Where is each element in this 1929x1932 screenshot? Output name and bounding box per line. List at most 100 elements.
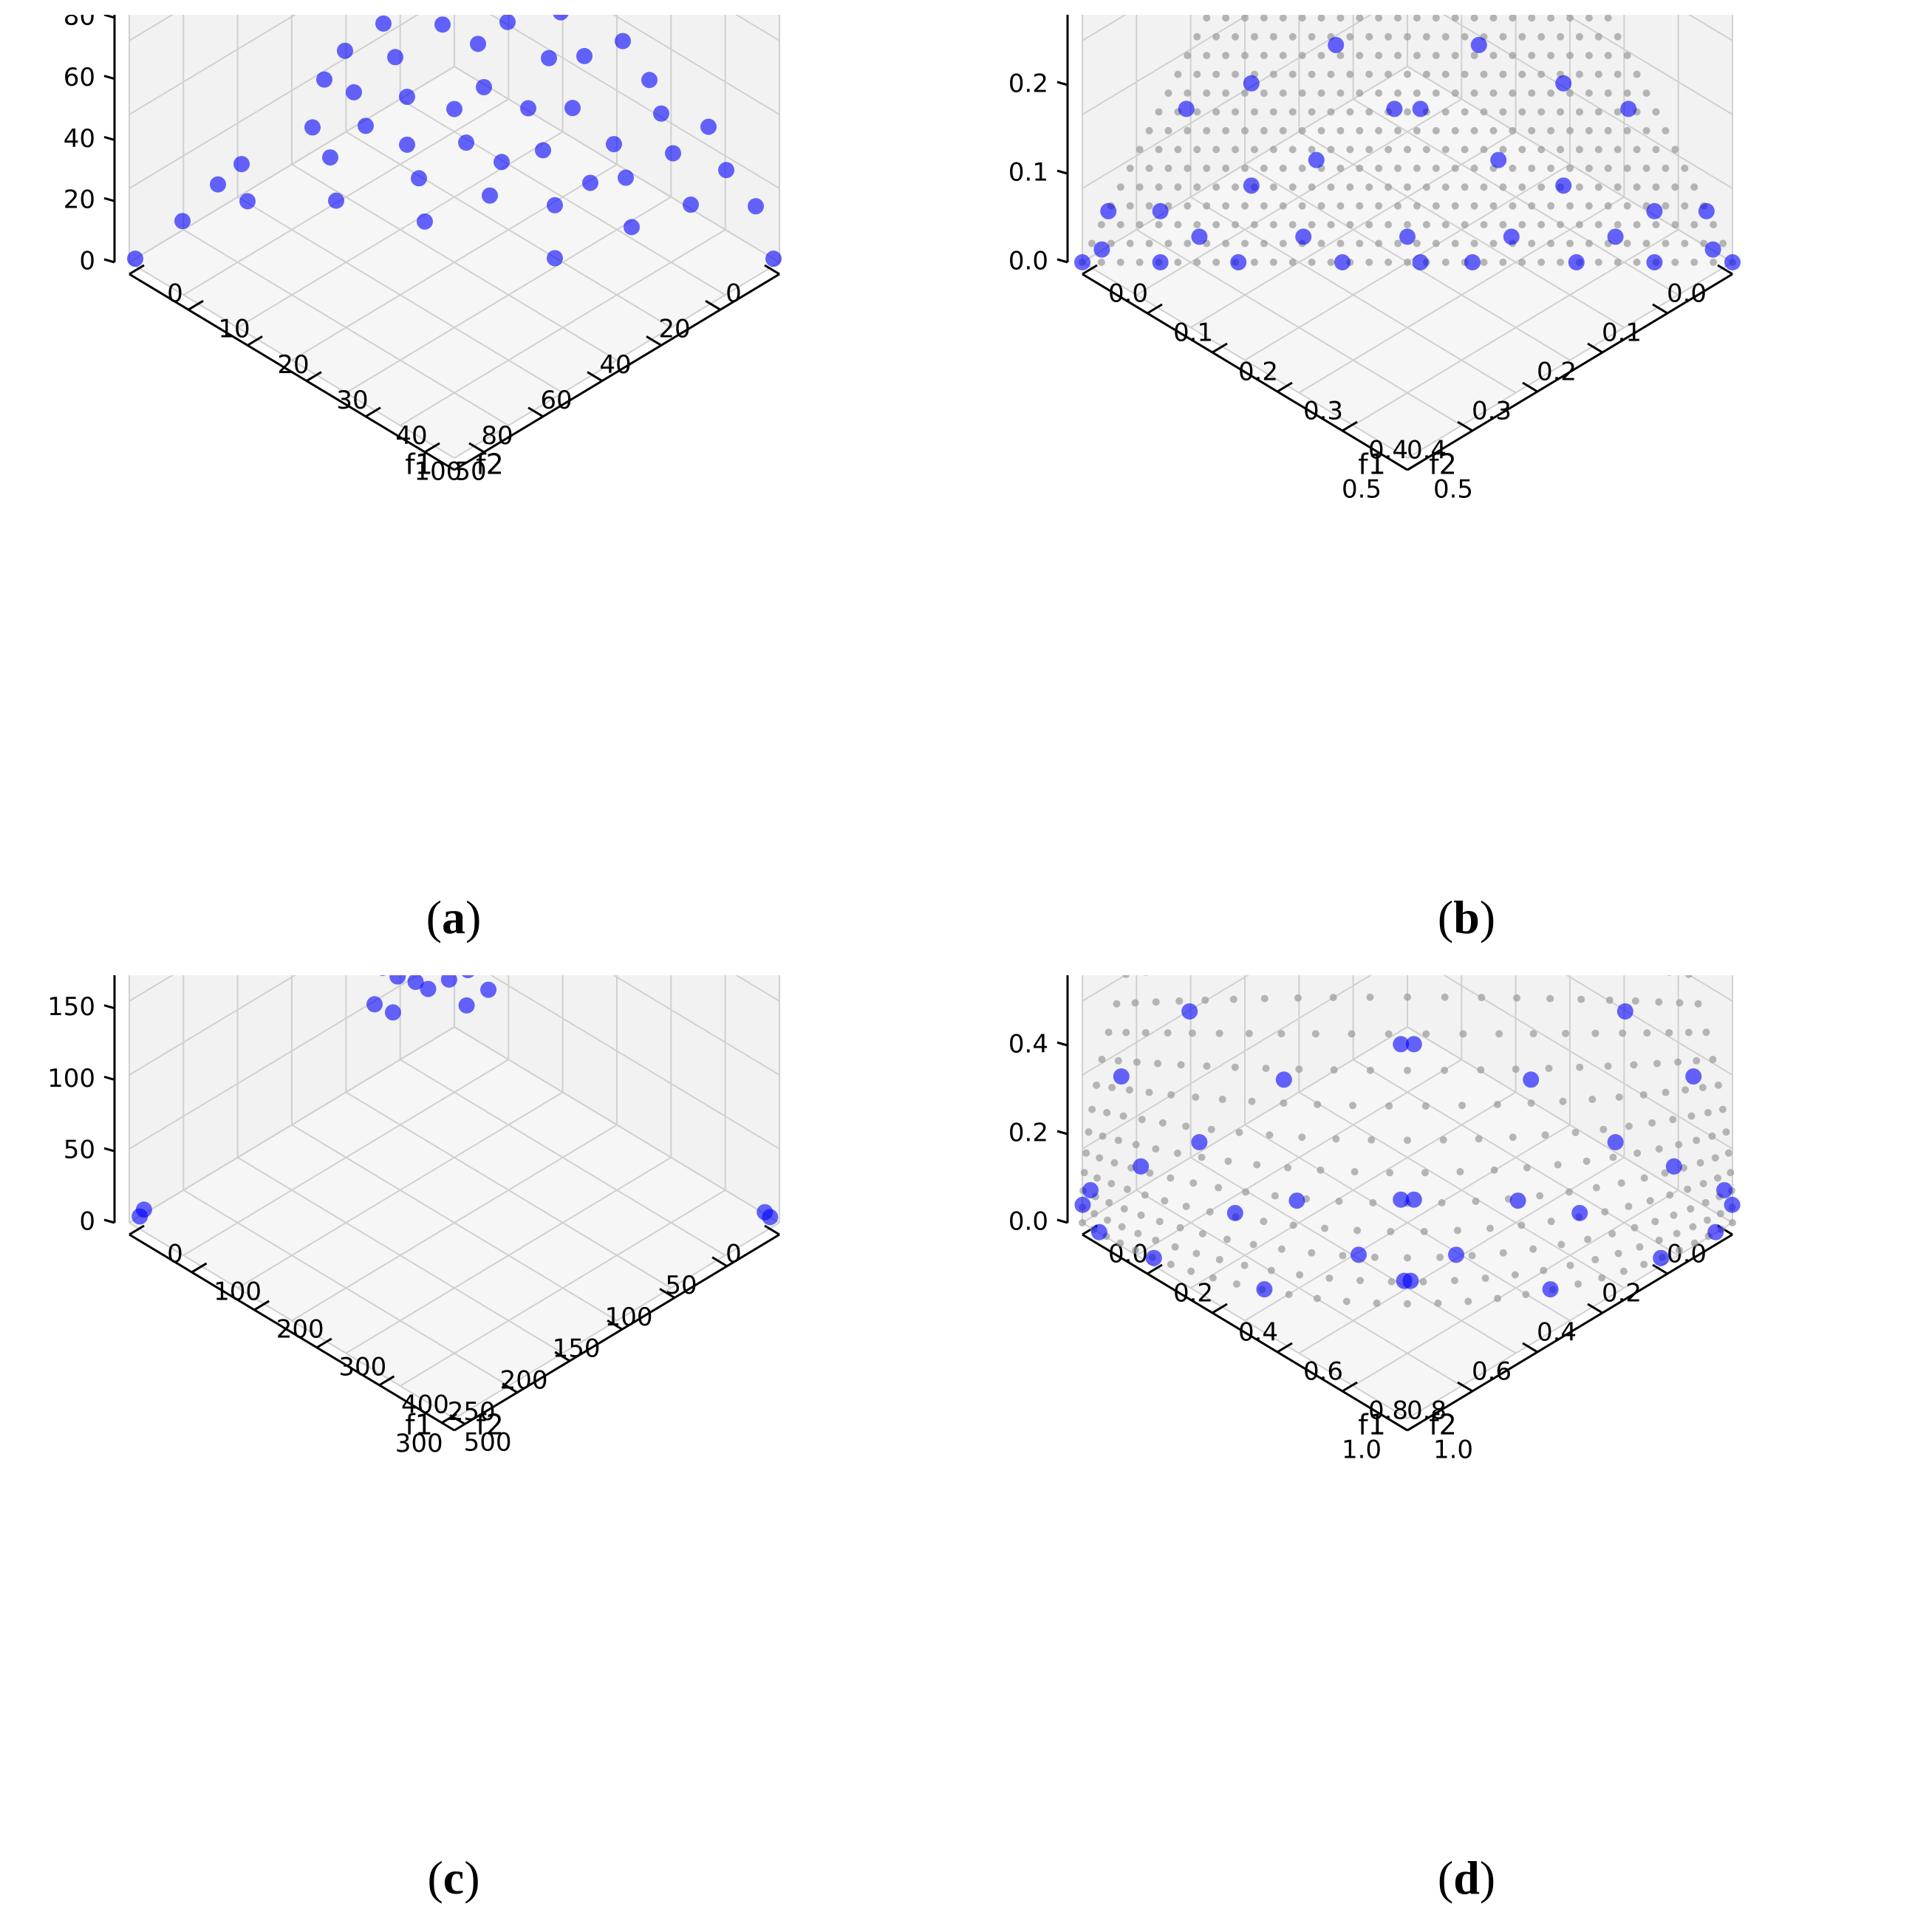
reference-point xyxy=(1193,70,1201,78)
reference-point xyxy=(1189,1179,1198,1187)
reference-point xyxy=(1103,1109,1111,1117)
reference-point xyxy=(1269,108,1277,116)
f2-tick-label: 200 xyxy=(500,1365,548,1395)
reference-point xyxy=(1509,164,1517,172)
reference-point xyxy=(1642,164,1650,172)
reference-point xyxy=(1694,1000,1702,1008)
reference-point xyxy=(1132,1141,1140,1149)
f1-tick xyxy=(1342,420,1358,432)
f1-tick-label: 30 xyxy=(336,386,368,415)
reference-point xyxy=(1365,221,1373,229)
reference-point xyxy=(1667,975,1672,976)
reference-point xyxy=(1559,1097,1567,1105)
reference-point xyxy=(1547,1218,1555,1226)
reference-point xyxy=(1439,1136,1447,1144)
reference-point xyxy=(1470,89,1478,98)
data-point xyxy=(615,33,631,50)
reference-point xyxy=(1499,183,1507,191)
f2-tick xyxy=(764,264,780,276)
reference-point xyxy=(1404,259,1411,266)
data-point xyxy=(1275,1071,1292,1088)
reference-point xyxy=(1145,239,1153,248)
reference-point xyxy=(1373,1299,1381,1307)
reference-point xyxy=(1404,146,1411,154)
reference-point xyxy=(1260,239,1268,248)
reference-point xyxy=(1184,89,1192,98)
reference-point xyxy=(1653,1059,1661,1068)
reference-point xyxy=(1432,15,1440,22)
data-point xyxy=(1351,1246,1367,1263)
reference-point xyxy=(1499,259,1507,266)
reference-point xyxy=(1499,70,1507,78)
reference-point xyxy=(1387,1227,1395,1235)
reference-point xyxy=(1404,183,1411,191)
reference-point xyxy=(1088,1105,1096,1113)
reference-point xyxy=(1698,1084,1707,1092)
reference-point xyxy=(1241,15,1249,22)
reference-point xyxy=(1671,146,1679,154)
reference-point xyxy=(1529,1030,1537,1038)
reference-point xyxy=(1604,89,1612,98)
reference-point xyxy=(1365,33,1373,41)
subplot-b: 0.0 0.1 0.2 0.3 0.4 0.5 f1 0.0 0.1 0.2 0.3 0.4 0.5 f2… xyxy=(983,15,1899,887)
reference-point xyxy=(1470,52,1478,60)
reference-point xyxy=(1432,126,1440,134)
data-point xyxy=(1308,151,1325,168)
reference-point xyxy=(1557,33,1565,41)
axes-panes xyxy=(129,975,780,1419)
reference-point xyxy=(1696,1158,1704,1167)
reference-point xyxy=(1646,1197,1654,1205)
reference-point xyxy=(1633,146,1641,154)
reference-point xyxy=(1327,108,1335,116)
reference-point xyxy=(1099,1132,1107,1140)
reference-point xyxy=(1394,126,1402,134)
reference-point xyxy=(1279,239,1287,248)
f3-tick xyxy=(1056,1218,1068,1224)
f3-tick xyxy=(103,1218,115,1224)
reference-point xyxy=(1375,164,1383,172)
data-point xyxy=(482,187,498,204)
reference-point xyxy=(1203,164,1211,172)
reference-point xyxy=(1222,202,1230,210)
f2-tick-label: 100 xyxy=(605,1303,653,1332)
reference-point xyxy=(1385,221,1393,229)
reference-point xyxy=(1404,33,1411,41)
reference-point xyxy=(1356,164,1364,172)
f2-tick-label: 0 xyxy=(725,1240,742,1269)
reference-point xyxy=(1614,1249,1622,1257)
reference-point xyxy=(1461,146,1469,154)
reference-point xyxy=(1192,1249,1201,1257)
data-point xyxy=(1191,1134,1208,1150)
reference-point xyxy=(1232,183,1240,191)
reference-point xyxy=(1619,1029,1627,1037)
reference-point xyxy=(1184,202,1192,210)
f1-tick-label: 0.4 xyxy=(1238,1318,1278,1348)
reference-point xyxy=(1325,1274,1334,1283)
reference-point xyxy=(1528,239,1536,248)
reference-point xyxy=(1404,993,1411,1001)
f2-tick xyxy=(502,1382,518,1393)
reference-point xyxy=(1394,15,1402,22)
reference-point xyxy=(1545,1065,1553,1073)
reference-point xyxy=(1432,164,1440,172)
reference-point xyxy=(1527,1099,1535,1107)
reference-point xyxy=(1432,52,1440,60)
reference-point xyxy=(1173,1149,1181,1157)
reference-point xyxy=(1499,221,1507,229)
reference-point xyxy=(1480,221,1488,229)
reference-point xyxy=(1557,1240,1566,1249)
reference-point xyxy=(1385,146,1393,154)
reference-point xyxy=(1522,1291,1530,1299)
reference-point xyxy=(1585,202,1593,210)
reference-point xyxy=(1193,183,1201,191)
reference-point xyxy=(1155,183,1163,191)
reference-point xyxy=(1557,146,1565,154)
data-point xyxy=(1191,228,1208,245)
reference-point xyxy=(1722,1128,1730,1136)
data-point xyxy=(337,42,353,59)
reference-point xyxy=(1704,1216,1712,1224)
reference-point xyxy=(1422,183,1430,191)
f1-axis-label: f1 xyxy=(1358,448,1386,480)
f1-tick-label: 500 xyxy=(464,1427,512,1457)
scatter3d-b: 0.00.10.20.30.40.5f10.00.10.20.30.40.5f2… xyxy=(1008,15,1741,505)
